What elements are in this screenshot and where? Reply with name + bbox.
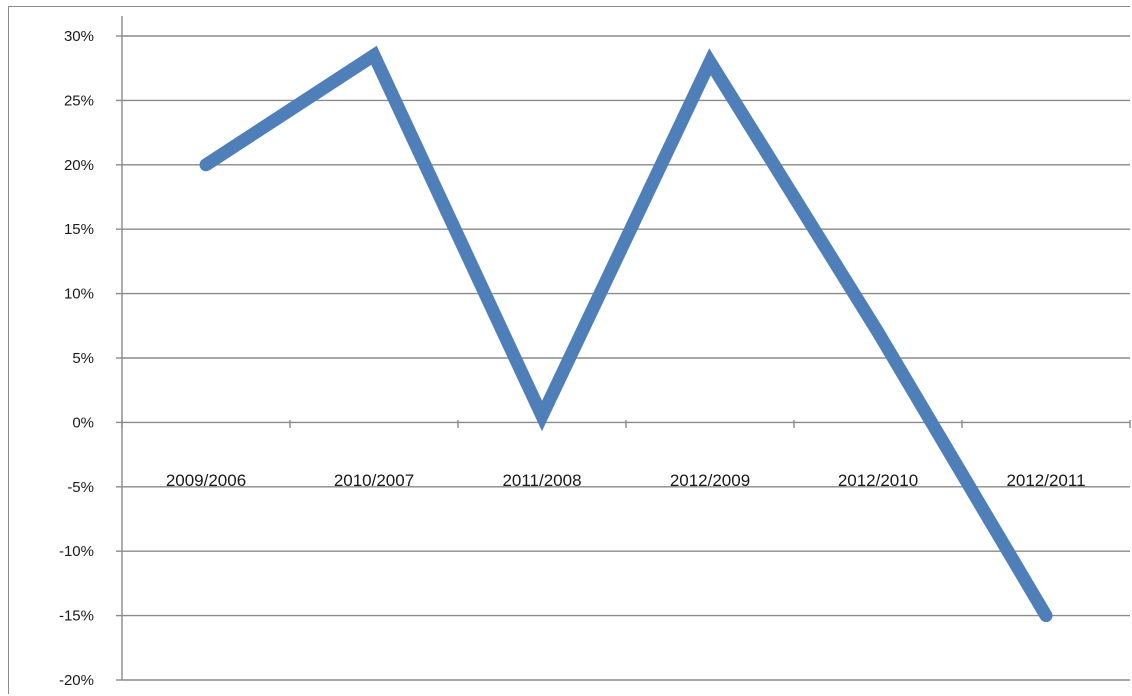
x-tick-label: 2012/2009 xyxy=(670,471,750,490)
y-tick-label: -5% xyxy=(67,479,94,496)
y-tick-label: 20% xyxy=(64,157,94,174)
y-tick-label: 5% xyxy=(72,350,94,367)
x-tick-labels: 2009/2006 2010/2007 2011/2008 2012/2009 2012… xyxy=(166,471,1086,490)
y-tick-label: 30% xyxy=(64,28,94,45)
y-tick-label: 10% xyxy=(64,286,94,303)
x-tick-label: 2012/2011 xyxy=(1006,471,1085,490)
series-line xyxy=(199,45,1053,623)
series-layer xyxy=(199,45,1053,623)
y-tick-labels: 30% 25% 20% 15% 10% 5% 0% -5% -10% -15% -20% xyxy=(59,28,94,689)
axes xyxy=(116,16,1131,681)
y-tick-label: -20% xyxy=(59,672,94,689)
gridlines xyxy=(122,35,1130,681)
x-tick-label: 2010/2007 xyxy=(334,471,414,490)
x-tick-label: 2009/2006 xyxy=(166,471,246,490)
y-tick-label: -15% xyxy=(59,608,94,625)
y-tick-label: 15% xyxy=(64,221,94,238)
x-tick-label: 2012/2010 xyxy=(838,471,918,490)
x-tick-label: 2011/2008 xyxy=(502,471,581,490)
y-tick-label: 0% xyxy=(72,414,94,431)
y-tick-label: 25% xyxy=(64,92,94,109)
y-tick-label: -10% xyxy=(59,543,94,560)
